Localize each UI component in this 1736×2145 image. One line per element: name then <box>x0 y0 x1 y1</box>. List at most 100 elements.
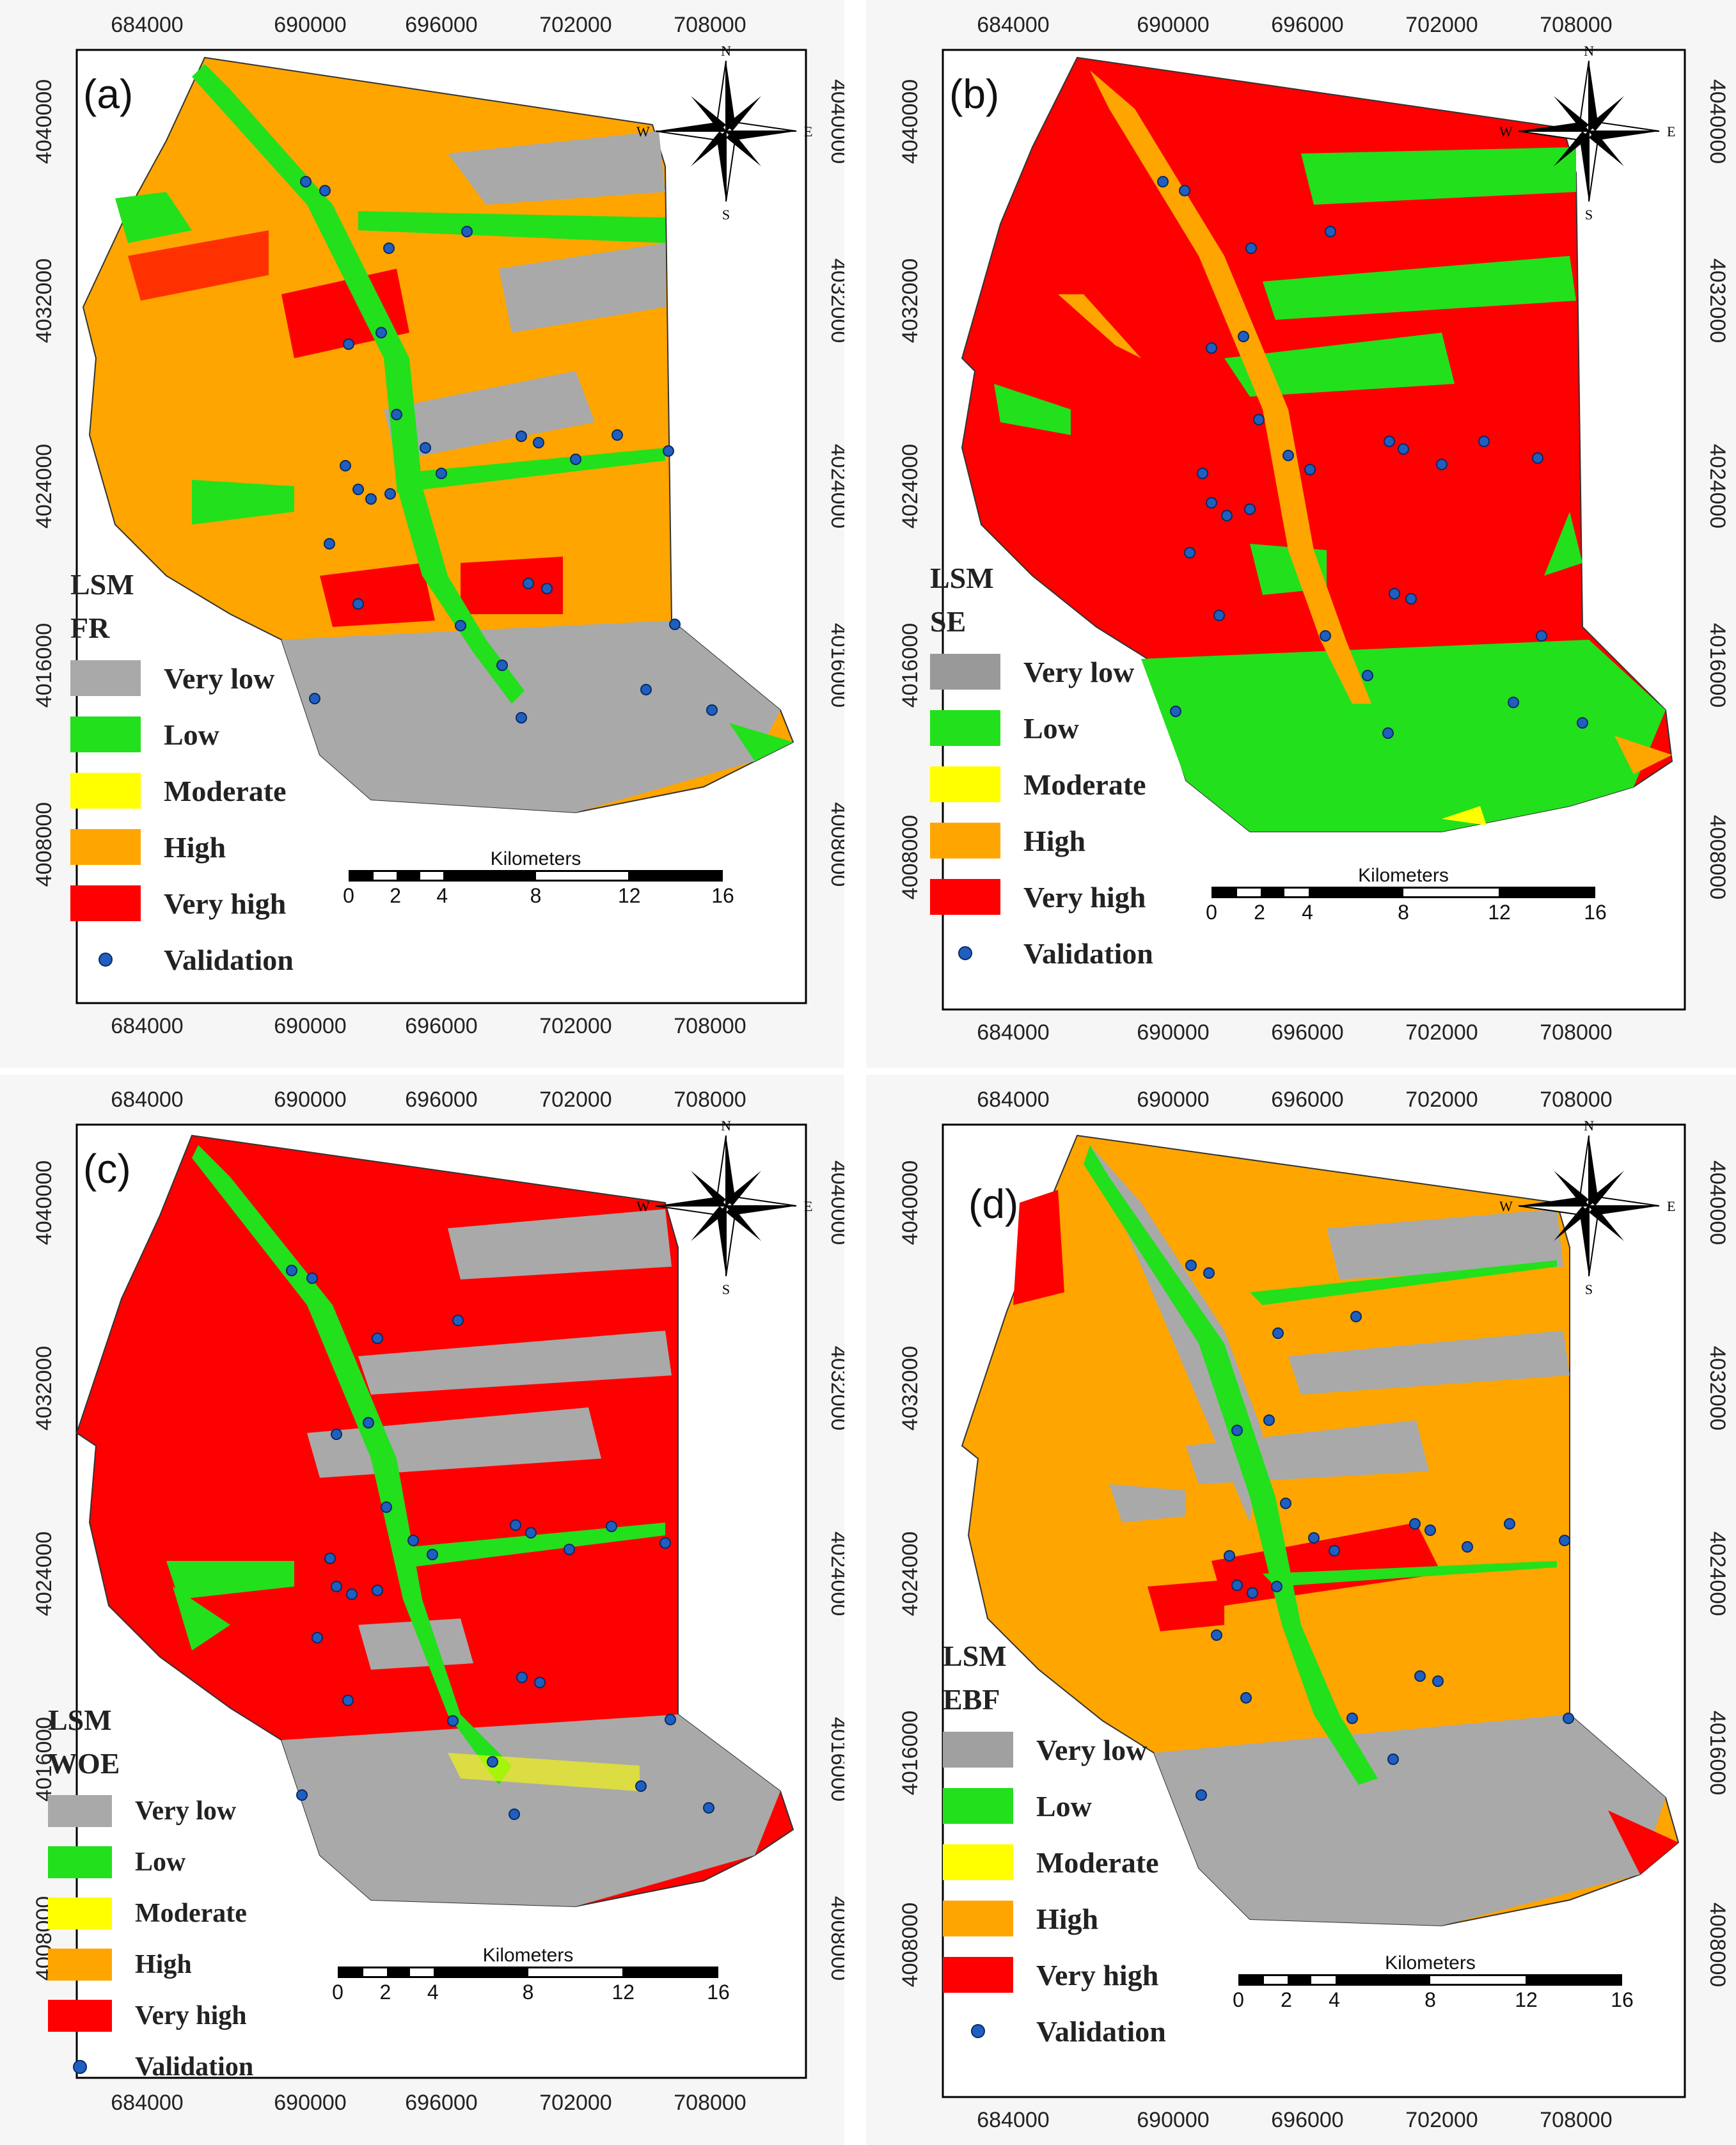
legend-validation: Validation <box>943 2003 1166 2059</box>
legend-moderate: Moderate <box>70 763 294 819</box>
svg-text:S: S <box>1585 1281 1593 1297</box>
y-tick: 4016000 <box>898 1711 922 1795</box>
y-tick: 4040000 <box>826 79 844 164</box>
y-tick: 4024000 <box>898 444 922 528</box>
legend-high: High <box>930 812 1153 869</box>
x-tick: 684000 <box>111 1088 183 1112</box>
y-tick: 4016000 <box>32 1717 56 1801</box>
x-tick: 690000 <box>1137 1088 1209 1112</box>
y-axis-left: 4040000 4032000 4024000 4016000 4008000 <box>898 1160 922 1987</box>
legend-method: SE <box>930 605 967 638</box>
x-tick: 702000 <box>1405 1088 1478 1112</box>
x-tick: 702000 <box>539 1088 612 1112</box>
legend-very-low: Very low <box>930 644 1153 700</box>
map-panel-b: 684000 690000 696000 702000 708000 68400… <box>866 0 1736 1068</box>
x-tick: 696000 <box>405 2091 477 2115</box>
legend-very-high: Very high <box>70 875 294 931</box>
legend-method: WOE <box>48 1747 120 1780</box>
x-tick: 690000 <box>1137 2108 1209 2132</box>
map-frame-d: 684000 690000 696000 702000 708000 68400… <box>898 1088 1730 2132</box>
x-tick: 690000 <box>1137 1020 1209 1045</box>
svg-text:W: W <box>636 1198 650 1214</box>
y-axis-right: 4040000 4032000 4024000 4016000 4008000 <box>1705 79 1730 899</box>
y-axis-left: 4040000 4032000 4024000 4016000 4008000 <box>898 79 922 899</box>
x-tick: 684000 <box>111 2091 183 2115</box>
y-tick: 4032000 <box>826 1346 844 1430</box>
x-tick: 690000 <box>1137 13 1209 37</box>
x-axis-top: 684000 690000 696000 702000 708000 <box>977 13 1612 37</box>
y-tick: 4016000 <box>898 623 922 708</box>
y-tick: 4024000 <box>826 1532 844 1616</box>
panel-label-d: (d) <box>968 1181 1019 1227</box>
y-tick: 4040000 <box>32 1160 56 1245</box>
y-axis-left: 4040000 4032000 4024000 4016000 4008000 <box>32 79 56 887</box>
x-tick: 690000 <box>274 13 346 37</box>
x-tick: 684000 <box>977 13 1049 37</box>
y-tick: 4032000 <box>898 258 922 343</box>
x-tick: 684000 <box>111 13 183 37</box>
x-tick: 702000 <box>539 13 612 37</box>
map-frame-c: 684000 690000 696000 702000 708000 68400… <box>32 1088 844 2115</box>
panel-label-c: (c) <box>83 1146 131 1192</box>
legend-moderate: Moderate <box>930 756 1153 812</box>
x-tick: 684000 <box>111 1014 183 1038</box>
x-tick: 696000 <box>1271 1020 1343 1045</box>
legend-very-high: Very high <box>943 1947 1166 2003</box>
x-tick: 708000 <box>1540 1088 1612 1112</box>
x-tick: 708000 <box>1540 13 1612 37</box>
svg-text:E: E <box>1667 123 1675 139</box>
y-tick: 4016000 <box>826 623 844 708</box>
validation-points <box>1185 1260 1574 1801</box>
legend-c: LSM WOE Very low Low Moderate High Very … <box>48 1698 253 2093</box>
svg-text:N: N <box>721 1118 731 1134</box>
y-tick: 4016000 <box>826 1717 844 1801</box>
x-tick: 708000 <box>674 2091 746 2115</box>
legend-very-low: Very low <box>48 1785 253 1837</box>
x-tick: 690000 <box>274 2091 346 2115</box>
y-tick: 4016000 <box>1705 1711 1730 1795</box>
legend-very-low: Very low <box>70 650 294 706</box>
y-tick: 4008000 <box>826 802 844 887</box>
svg-text:E: E <box>1667 1198 1675 1214</box>
x-tick: 684000 <box>977 1088 1049 1112</box>
x-tick: 696000 <box>405 1088 477 1112</box>
y-tick: 4040000 <box>898 1160 922 1245</box>
panel-label-b: (b) <box>949 71 1000 117</box>
panel-label-a: (a) <box>83 71 134 117</box>
y-tick: 4016000 <box>32 623 56 708</box>
legend-d: LSM EBF Very low Low Moderate High Very … <box>943 1634 1166 2059</box>
validation-points <box>300 176 718 724</box>
y-tick: 4032000 <box>826 258 844 343</box>
legend-validation: Validation <box>48 2041 253 2093</box>
y-tick: 4008000 <box>32 802 56 887</box>
x-axis-top: 684000 690000 696000 702000 708000 <box>977 1088 1612 1112</box>
y-tick: 4040000 <box>1705 1160 1730 1245</box>
x-tick: 690000 <box>274 1014 346 1038</box>
map-frame-b: 684000 690000 696000 702000 708000 68400… <box>898 13 1730 1045</box>
y-axis-right: 4040000 4032000 4024000 4016000 4008000 <box>826 79 844 887</box>
legend-low: Low <box>48 1837 253 1888</box>
x-tick: 696000 <box>405 13 477 37</box>
svg-text:N: N <box>1584 1118 1594 1134</box>
y-tick: 4032000 <box>898 1346 922 1430</box>
y-tick: 4040000 <box>826 1160 844 1245</box>
map-panel-a: 684000 690000 696000 702000 708000 68400… <box>0 0 844 1068</box>
svg-text:E: E <box>804 123 812 139</box>
legend-lsm: LSM <box>943 1640 1007 1672</box>
y-axis-right: 4040000 4032000 4024000 4016000 4008000 <box>826 1160 844 1981</box>
y-tick: 4040000 <box>1705 79 1730 164</box>
y-tick: 4008000 <box>898 815 922 899</box>
svg-text:S: S <box>722 1281 730 1297</box>
x-tick: 696000 <box>1271 13 1343 37</box>
x-tick: 708000 <box>674 1014 746 1038</box>
y-tick: 4032000 <box>1705 1346 1730 1430</box>
legend-moderate: Moderate <box>48 1888 253 1939</box>
legend-lsm: LSM <box>48 1704 112 1736</box>
x-tick: 684000 <box>977 2108 1049 2132</box>
svg-text:S: S <box>722 207 730 223</box>
x-tick: 708000 <box>1540 1020 1612 1045</box>
legend-very-high: Very high <box>930 869 1153 925</box>
